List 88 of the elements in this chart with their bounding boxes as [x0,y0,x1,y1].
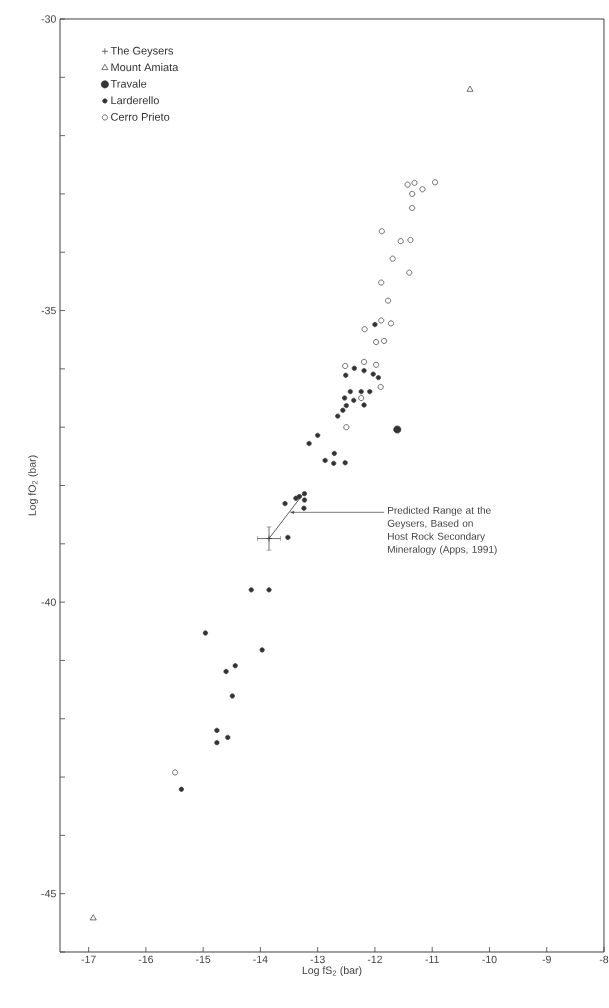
point [322,457,328,463]
point [397,238,404,245]
x-tick-label: -16 [138,955,154,964]
point [358,395,365,401]
point [375,375,381,381]
x-tick-label: -9 [542,955,551,964]
x-tick-label: -13 [310,955,325,964]
point [388,320,394,327]
point [378,317,385,324]
point [466,85,474,92]
point [342,395,348,401]
x-tick-label: -15 [196,955,211,964]
point [301,497,308,503]
x-axis-title: Log fS$_{2}$ (bar) [302,966,362,977]
legend-label: The Geysers [110,46,174,57]
x-tick-label: -14 [253,955,268,963]
point [335,413,341,419]
point [225,734,231,740]
point [301,491,308,497]
point [331,460,337,466]
point [407,237,414,243]
point [351,397,357,403]
point [340,407,346,413]
annotation: Predicted Range at the Geysers, Based on Host Rock Secondary Mineralogy (Apps, 1991) [387,506,497,555]
point [409,190,416,197]
x-tick-label: -12 [367,955,382,964]
point [372,322,378,328]
point [393,425,402,434]
point [232,663,238,669]
point [361,326,368,333]
x-tick-label: -8 [599,955,609,964]
point [411,179,418,186]
legend-label: Mount Amiata [111,63,179,72]
point [361,402,367,408]
point [343,403,349,409]
point [370,371,376,377]
point [373,361,380,368]
point [214,727,220,733]
point [347,389,353,395]
point [406,269,413,276]
point [342,363,349,369]
x-tick-label: -10 [482,955,497,964]
legend-label: Travale [110,79,147,88]
point [315,432,321,438]
point [223,668,229,675]
point [381,337,388,344]
point [361,358,368,365]
point [229,693,235,699]
point [248,587,254,593]
point [285,534,291,540]
point [361,368,367,374]
point [343,424,350,431]
point [378,279,385,286]
point [385,297,392,304]
point [358,389,364,395]
x-tick-label: -17 [81,955,96,963]
point [389,255,396,262]
point [306,440,312,447]
point [342,460,348,466]
point [172,769,179,776]
point [259,647,265,653]
y-tick-label: -45 [41,890,56,898]
point [266,587,272,593]
point [178,786,184,792]
x-tick-label: -11 [425,955,439,963]
point [367,389,373,395]
legend-label: Larderello [111,96,159,105]
point [404,181,411,188]
point [419,186,426,193]
point [331,450,337,456]
point [377,384,384,390]
point [301,505,307,511]
point [373,339,380,345]
point [89,914,97,921]
point [214,740,220,746]
point [343,372,349,378]
point [409,204,416,211]
point [282,501,288,507]
y-tick-label: -40 [41,598,56,606]
y-tick-label: -30 [41,15,56,23]
point [265,535,273,542]
point [351,365,357,371]
point [378,228,385,235]
legend-label: Cerro Prieto [111,112,170,121]
point [202,630,208,636]
point [432,179,439,186]
y-axis-title: Log fO$_{2}$ (bar) [28,455,38,516]
y-tick-label: -35 [41,306,56,315]
